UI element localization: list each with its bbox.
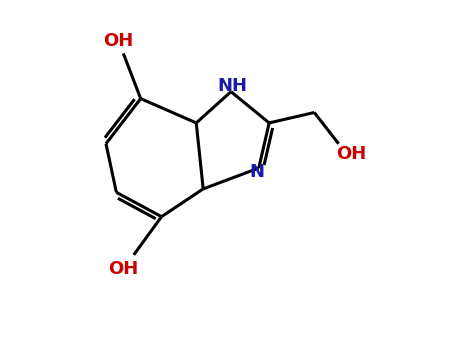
- Text: OH: OH: [108, 260, 138, 278]
- Text: OH: OH: [336, 145, 366, 163]
- Text: OH: OH: [103, 32, 133, 50]
- Text: NH: NH: [217, 77, 248, 96]
- Text: N: N: [249, 162, 264, 181]
